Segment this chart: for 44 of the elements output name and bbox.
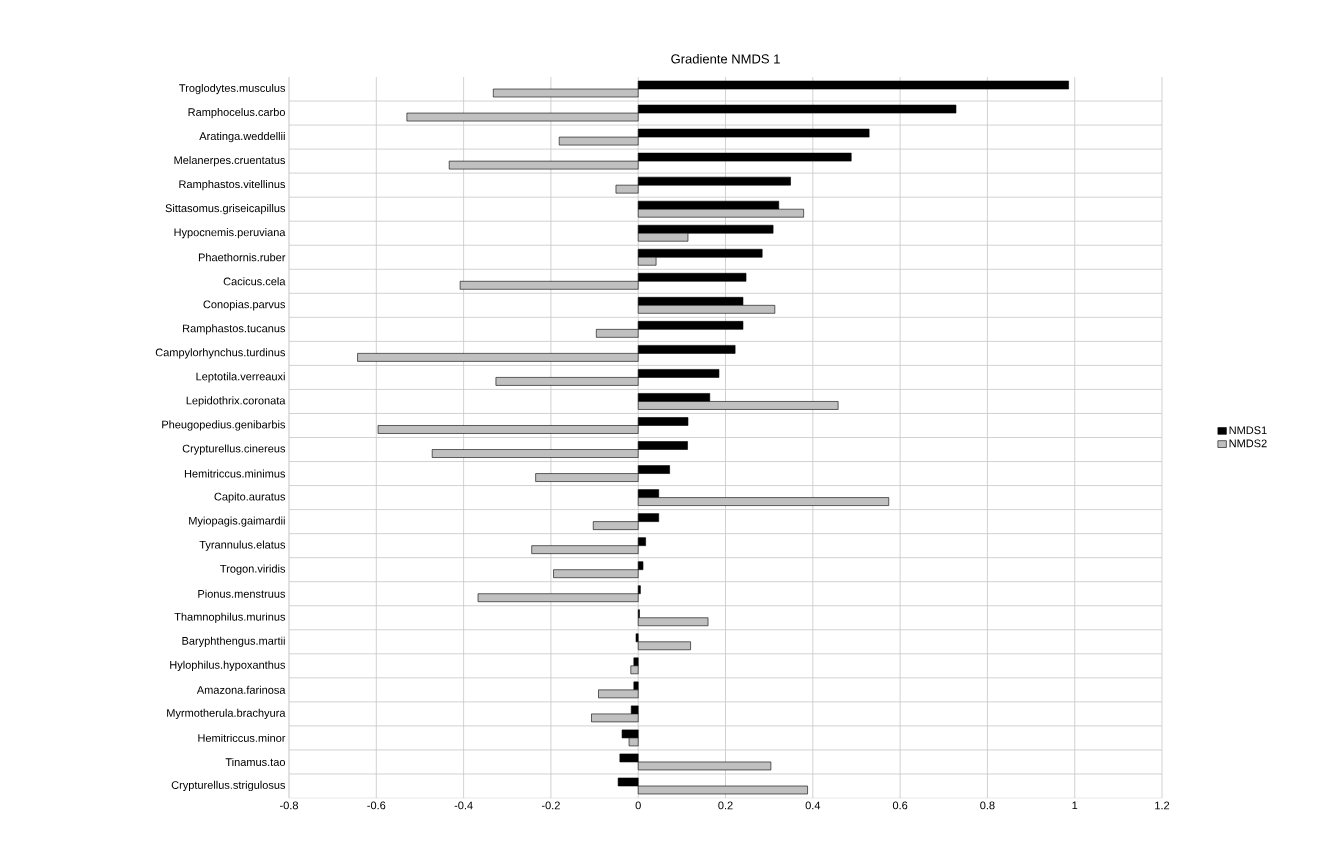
y-tick-label: Myrmotherula.brachyura xyxy=(167,708,286,720)
y-tick-label: Capito.auratus xyxy=(214,492,286,503)
y-tick-label: Tinamus.tao xyxy=(225,757,286,766)
x-tick-label: 1 xyxy=(1072,801,1078,810)
y-tick-label: Trogon.viridis xyxy=(220,564,286,575)
y-tick-label: Baryphthengus.martii xyxy=(182,636,285,647)
y-tick-label: Ramphocelus.carbo xyxy=(188,107,285,119)
x-tick-label: -0.6 xyxy=(367,801,386,810)
x-tick-label: 0 xyxy=(635,801,641,810)
y-tick-label: Myiopagis.gaimardii xyxy=(189,516,285,527)
legend-label: NMDS1 xyxy=(1229,426,1267,435)
y-tick-label: Hemitriccus.minimus xyxy=(184,469,286,478)
y-tick-label: Cacicus.cela xyxy=(223,277,286,286)
y-tick-label: Hylophilus.hypoxanthus xyxy=(170,660,286,671)
y-tick-label: Phaethornis.ruber xyxy=(198,253,286,262)
x-tick-label: -0.4 xyxy=(454,801,473,810)
y-tick-label: Lepidothrix.coronata xyxy=(186,396,286,407)
x-tick-label: 0.8 xyxy=(980,801,995,810)
y-tick-label: Pionus.menstruus xyxy=(198,589,286,598)
y-tick-label: Crypturellus.strigulosus xyxy=(171,780,286,792)
y-tick-label: Ramphastos.tucanus xyxy=(183,324,286,335)
y-tick-label: Amazona.farinosa xyxy=(196,685,286,694)
x-tick-label: 1.2 xyxy=(1155,801,1170,810)
y-tick-label: Hemitriccus.minor xyxy=(198,733,286,742)
legend-label: NMDS2 xyxy=(1229,439,1267,448)
x-tick-label: -0.8 xyxy=(280,801,298,810)
x-tick-label: 0.2 xyxy=(718,801,733,810)
y-tick-label: Campylorhynchus.turdinus xyxy=(155,348,286,359)
y-tick-label: Crypturellus.cinereus xyxy=(182,444,286,455)
y-tick-label: Pheugopedius.genibarbis xyxy=(162,420,286,431)
y-tick-label: Hypocnemis.peruviana xyxy=(174,228,286,239)
y-tick-label: Leptotila.verreauxi xyxy=(196,372,285,383)
y-tick-label: Troglodytes.musculus xyxy=(179,83,286,95)
y-tick-label: Aratinga.weddellii xyxy=(199,131,285,143)
y-tick-label: Sittasomus.griseicapillus xyxy=(165,204,286,215)
y-tick-label: Thamnophilus.murinus xyxy=(174,612,286,623)
chart-title: Gradiente NMDS 1 xyxy=(671,53,780,64)
y-tick-label: Ramphastos.vitellinus xyxy=(179,180,286,191)
y-tick-label: Tyrannulus.elatus xyxy=(199,540,286,551)
y-tick-label: Conopias.parvus xyxy=(203,300,286,311)
y-tick-label: Melanerpes.cruentatus xyxy=(174,156,286,167)
x-tick-label: -0.2 xyxy=(541,801,560,810)
x-tick-label: 0.6 xyxy=(892,801,908,810)
x-tick-label: 0.4 xyxy=(805,801,821,810)
